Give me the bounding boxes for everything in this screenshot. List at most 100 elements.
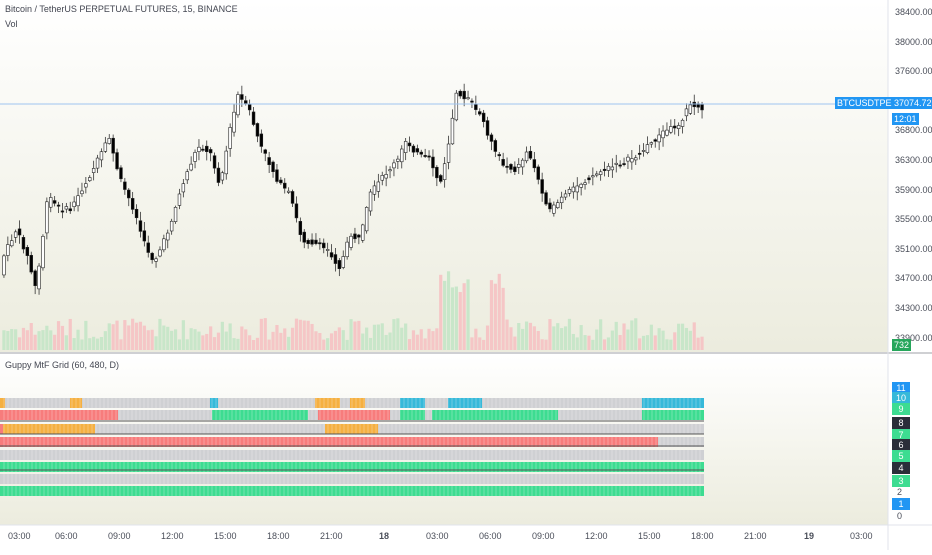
candle-body <box>290 191 295 204</box>
time-tick-label: 09:00 <box>108 531 131 541</box>
volume-bar <box>489 280 494 350</box>
candle-body <box>396 158 400 162</box>
candle-body <box>162 238 166 251</box>
grid-segment <box>400 410 425 420</box>
grid-segment <box>365 398 400 408</box>
volume-bar <box>127 325 131 350</box>
candle-body <box>649 142 654 145</box>
volume-bar <box>423 338 427 350</box>
volume-bar <box>173 329 178 350</box>
time-tick-label: 18:00 <box>267 531 290 541</box>
volume-bar <box>123 320 127 350</box>
volume-bar <box>294 318 299 350</box>
candle-body <box>13 231 18 238</box>
candle-body <box>548 202 552 210</box>
time-tick-label: 03:00 <box>850 531 873 541</box>
volume-bar <box>45 325 49 350</box>
indicator-value-tag: 5 <box>892 450 910 462</box>
candle-body <box>446 143 451 163</box>
volume-bar <box>119 339 123 350</box>
candle-body <box>255 123 260 137</box>
volume-bar <box>618 335 622 350</box>
candle-body <box>185 171 189 181</box>
candle-body <box>349 235 353 248</box>
candle-body <box>88 177 92 182</box>
volume-bar <box>72 338 76 350</box>
indicator-value-tag: 4 <box>892 462 910 474</box>
volume-bar <box>189 328 193 350</box>
volume-bar <box>563 326 568 350</box>
volume-bar <box>614 321 618 350</box>
candle-body <box>657 134 661 143</box>
candle-body <box>329 252 334 258</box>
candle-body <box>509 164 513 170</box>
volume-bar <box>673 332 677 350</box>
countdown-tag: 12:01 <box>892 113 919 125</box>
volume-bar <box>326 338 330 350</box>
candle-body <box>478 111 482 115</box>
volume-bar <box>404 323 408 350</box>
candle-body <box>587 177 591 181</box>
price-tick-label: 34700.00 <box>895 273 932 284</box>
volume-bar <box>53 334 57 350</box>
candle-body <box>232 111 236 133</box>
grid-segment <box>642 398 704 408</box>
volume-bar <box>267 339 271 350</box>
volume-bar <box>341 330 345 350</box>
candle-body <box>552 204 556 214</box>
candle-body <box>64 206 69 210</box>
volume-bar <box>228 323 232 350</box>
grid-segment <box>210 398 218 408</box>
candle-body <box>450 117 455 145</box>
candle-body <box>146 242 150 253</box>
volume-bar <box>388 332 392 350</box>
volume-bar <box>372 324 377 350</box>
volume-bar <box>368 337 373 350</box>
volume-bar <box>216 332 221 350</box>
volume-bar <box>6 330 10 350</box>
candle-body <box>618 164 622 167</box>
volume-bar <box>419 329 423 350</box>
volume-bar <box>653 335 657 350</box>
candle-body <box>33 270 37 286</box>
volume-legend[interactable]: Vol <box>5 19 18 29</box>
volume-bar <box>610 330 614 350</box>
time-tick-label: 18 <box>379 531 390 541</box>
time-tick-label: 15:00 <box>214 531 237 541</box>
volume-bar <box>41 330 45 350</box>
symbol-title[interactable]: Bitcoin / TetherUS PERPETUAL FUTURES, 15… <box>5 4 238 14</box>
candle-body <box>45 201 49 234</box>
volume-bar <box>443 280 447 350</box>
volume-bar <box>322 339 326 350</box>
volume-bar <box>661 330 665 350</box>
grid-segment <box>350 398 365 408</box>
indicator-tick-label: 2 <box>897 487 903 498</box>
guppy-grid <box>0 398 704 496</box>
volume-bar <box>521 328 525 350</box>
volume-bar <box>450 287 455 350</box>
volume-bar <box>111 324 115 350</box>
candle-body <box>669 126 673 133</box>
candle-body <box>458 90 462 97</box>
indicator-title[interactable]: Guppy MtF Grid (60, 480, D) <box>5 360 120 370</box>
volume-bar <box>310 323 314 350</box>
candle-body <box>364 207 369 232</box>
volume-bar <box>99 336 104 350</box>
candle-body <box>442 163 447 180</box>
grid-segment <box>95 424 325 434</box>
volume-bar <box>95 338 100 350</box>
volume-bar <box>552 326 556 350</box>
volume-bar <box>470 337 474 350</box>
volume-bar <box>349 319 353 350</box>
candle-body <box>353 233 357 240</box>
time-tick-label: 21:00 <box>320 531 343 541</box>
candle-body <box>72 201 76 207</box>
volume-bar <box>556 323 560 350</box>
grid-segment <box>390 410 400 420</box>
symbol-price-tag: BTCUSDTPERP <box>835 97 907 109</box>
price-tick-label: 38000.00 <box>895 36 932 47</box>
volume-bar <box>134 322 139 350</box>
volume-bar <box>115 320 119 350</box>
